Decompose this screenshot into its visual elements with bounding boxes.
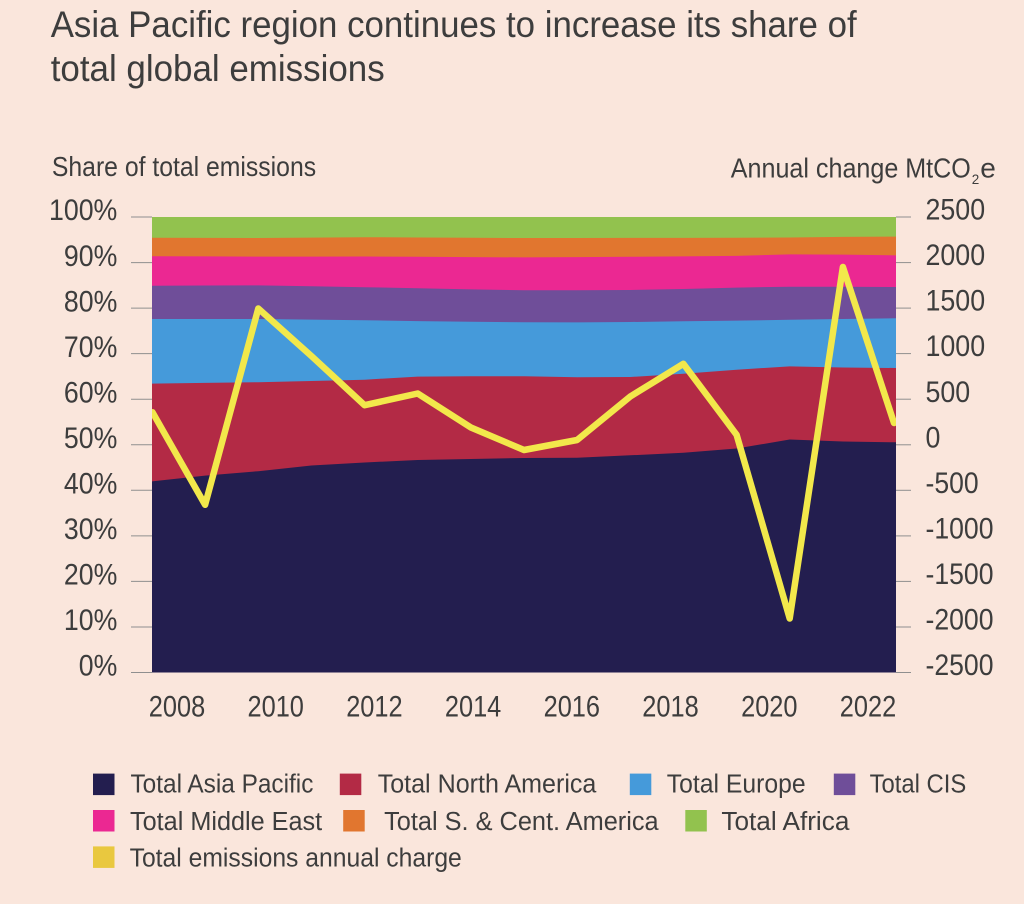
svg-text:2016: 2016 <box>544 690 600 723</box>
svg-text:1000: 1000 <box>926 330 986 363</box>
svg-text:-500: -500 <box>926 467 979 500</box>
svg-text:Total North America: Total North America <box>378 771 597 799</box>
svg-text:Total Middle East: Total Middle East <box>130 808 322 836</box>
svg-text:90%: 90% <box>64 240 117 273</box>
svg-text:100%: 100% <box>49 194 117 227</box>
svg-text:2018: 2018 <box>642 690 698 723</box>
svg-text:2: 2 <box>972 172 980 187</box>
svg-text:2500: 2500 <box>926 194 986 227</box>
svg-text:Total S. & Cent. America: Total S. & Cent. America <box>384 808 659 836</box>
svg-text:0: 0 <box>926 421 941 454</box>
svg-text:2012: 2012 <box>346 690 402 723</box>
svg-text:e: e <box>980 152 996 183</box>
svg-text:2020: 2020 <box>741 690 797 723</box>
svg-text:60%: 60% <box>64 376 117 409</box>
svg-text:Total CIS: Total CIS <box>870 771 967 799</box>
svg-text:20%: 20% <box>64 559 117 592</box>
svg-text:Total emissions annual charge: Total emissions annual charge <box>130 845 462 873</box>
svg-text:1500: 1500 <box>926 285 986 318</box>
svg-text:10%: 10% <box>64 604 117 637</box>
svg-text:2010: 2010 <box>248 690 304 723</box>
svg-text:Total Asia Pacific: Total Asia Pacific <box>131 771 314 799</box>
svg-text:Share of total emissions: Share of total emissions <box>52 151 316 182</box>
svg-text:70%: 70% <box>64 331 117 364</box>
svg-text:2014: 2014 <box>445 690 501 723</box>
svg-text:-2500: -2500 <box>926 649 994 682</box>
svg-text:0%: 0% <box>79 650 118 683</box>
svg-text:Total Europe: Total Europe <box>667 771 806 799</box>
svg-text:50%: 50% <box>64 422 117 455</box>
svg-text:40%: 40% <box>64 468 117 501</box>
svg-text:-1000: -1000 <box>926 513 994 546</box>
svg-text:500: 500 <box>926 376 971 409</box>
svg-text:-1500: -1500 <box>926 558 994 591</box>
svg-text:Annual change MtCO: Annual change MtCO <box>731 152 971 183</box>
svg-text:Asia Pacific region continues: Asia Pacific region continues to increas… <box>51 4 858 45</box>
svg-text:2000: 2000 <box>926 239 986 272</box>
svg-text:80%: 80% <box>64 285 117 318</box>
svg-text:-2000: -2000 <box>926 604 994 637</box>
svg-text:Total Africa: Total Africa <box>721 808 850 836</box>
svg-text:total global emissions: total global emissions <box>51 48 385 89</box>
svg-text:2022: 2022 <box>840 690 896 723</box>
svg-text:2008: 2008 <box>149 690 205 723</box>
svg-text:30%: 30% <box>64 513 117 546</box>
